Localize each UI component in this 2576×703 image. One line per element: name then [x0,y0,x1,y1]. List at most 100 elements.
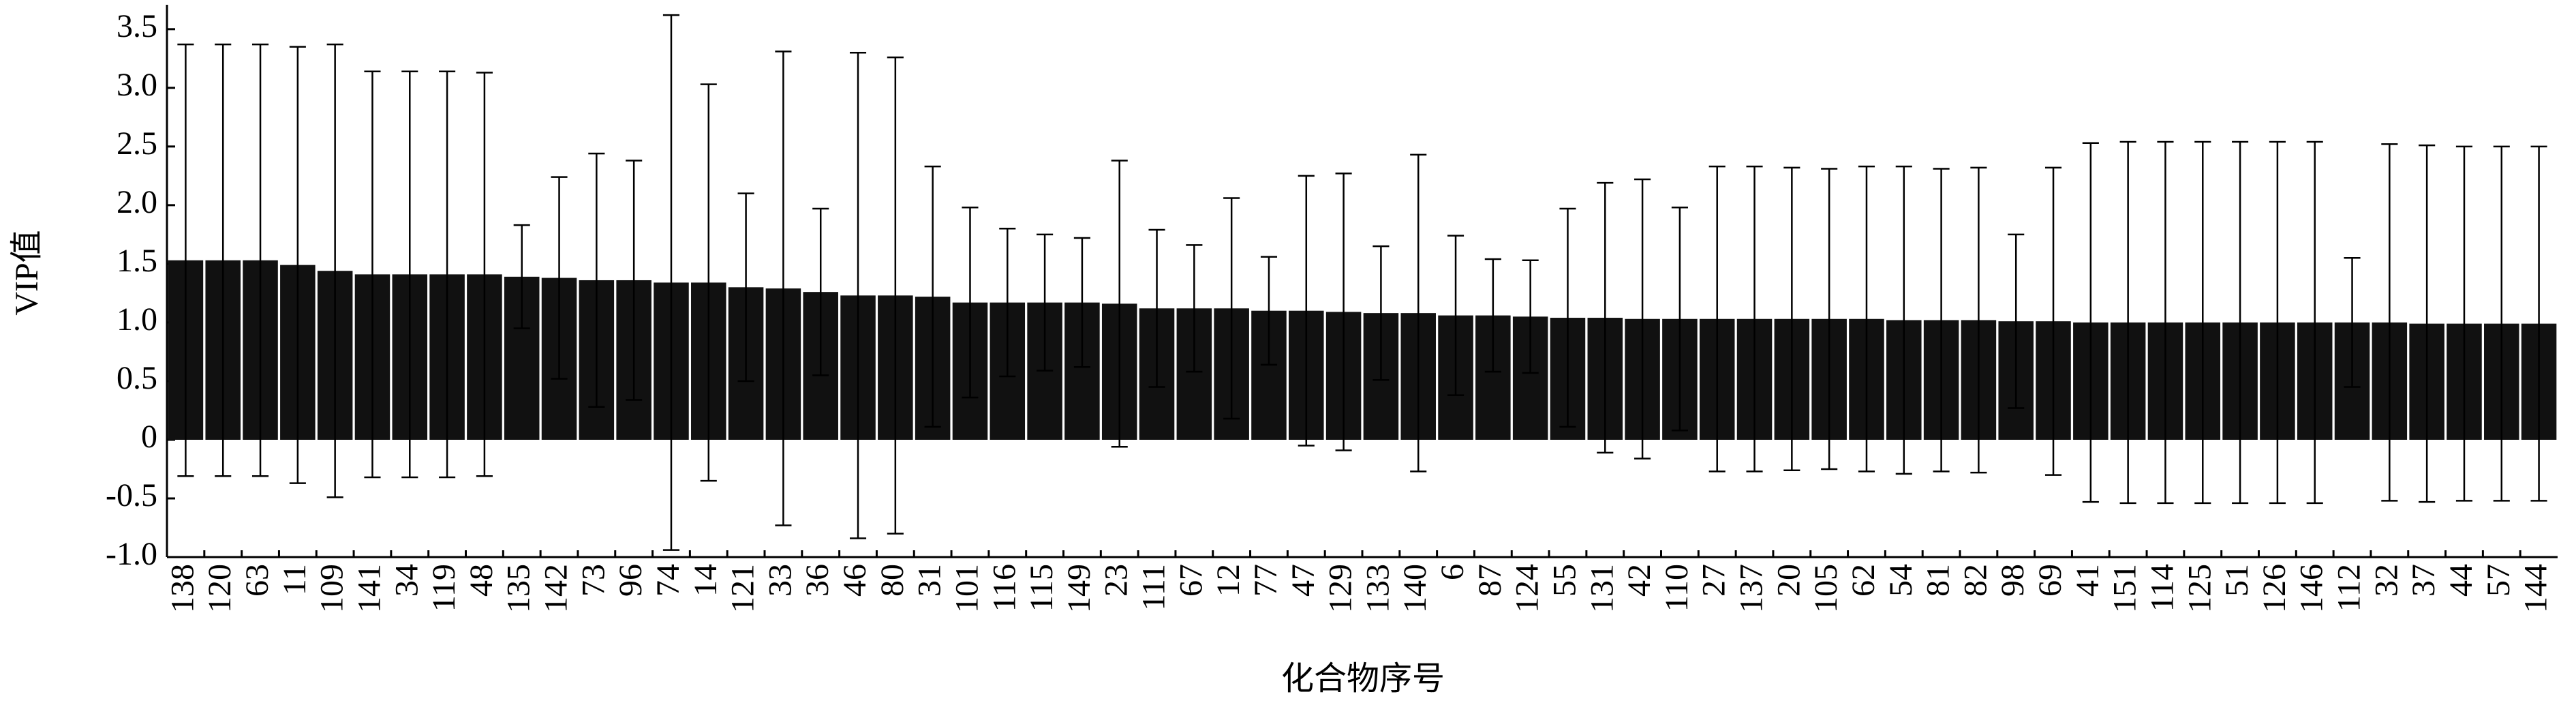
error-bar [2455,145,2473,502]
x-tick-label: 146 [2294,564,2330,613]
x-tick-label: 33 [762,564,798,597]
x-tick-label: 126 [2256,564,2293,613]
x-tick-label: 125 [2181,564,2218,613]
error-bar [289,46,306,484]
y-axis-label: VIP值 [9,230,45,315]
x-tick-label: 69 [2032,564,2068,597]
x-tick-label: 73 [575,564,611,597]
error-bar [2269,140,2286,505]
error-bar [2381,143,2398,502]
error-bar [1597,181,1614,454]
y-tick-label: 1.5 [117,243,157,279]
error-bar [2157,140,2174,505]
x-tick-label: 67 [1173,564,1209,597]
error-bar [2008,233,2025,409]
error-bar [1447,235,1465,396]
x-tick-label: 27 [1696,564,1732,597]
x-tick-label: 112 [2331,564,2367,612]
error-bar [737,192,754,383]
x-tick-label: 119 [426,564,462,612]
y-tick-label: 0.5 [117,360,157,396]
x-tick-label: 131 [1584,564,1620,613]
error-bar [439,70,456,479]
x-tick-label: 20 [1770,564,1807,597]
y-tick-label: -0.5 [106,477,157,513]
x-tick-label: 48 [463,564,500,597]
error-bar [2306,140,2323,505]
error-bar [2530,145,2547,502]
x-tick-label: 82 [1957,564,1993,597]
x-tick-label: 110 [1659,564,1695,612]
error-bar [2232,140,2249,505]
x-tick-label: 14 [688,564,724,597]
x-tick-label: 32 [2368,564,2404,597]
error-bar [551,176,568,380]
x-tick-label: 149 [1061,564,1097,613]
error-bar [1746,165,1763,473]
error-bar [1821,168,1838,470]
error-bar [1186,244,1203,373]
x-tick-label: 151 [2107,564,2143,613]
error-bar [401,70,418,479]
x-tick-label: 129 [1323,564,1359,613]
x-tick-label: 109 [314,564,350,613]
x-tick-label: 121 [725,564,761,613]
x-tick-label: 47 [1285,564,1321,597]
x-tick-label: 54 [1883,564,1919,597]
x-tick-label: 81 [1920,564,1957,597]
x-tick-label: 105 [1808,564,1844,613]
error-bar [2419,144,2436,503]
error-bar [700,83,717,482]
x-tick-label: 140 [1397,564,1433,613]
x-tick-label: 77 [1248,564,1284,597]
x-tick-label: 44 [2443,564,2479,597]
error-bar [1223,197,1240,420]
x-tick-label: 116 [986,564,1022,612]
y-tick-label: 1.0 [117,301,157,338]
error-bar [1484,258,1501,373]
error-bar [513,224,530,329]
x-tick-label: 34 [388,564,425,597]
x-tick-label: 6 [1435,564,1471,580]
error-bar [1335,173,1352,451]
x-tick-label: 11 [277,564,313,595]
error-bar [1895,165,1912,475]
error-bar [1522,259,1539,374]
x-tick-label: 98 [1995,564,2031,597]
error-bar [1373,245,1390,381]
x-tick-label: 87 [1472,564,1508,597]
error-bar [2493,145,2510,502]
x-tick-label: 12 [1210,564,1246,597]
x-tick-label: 63 [239,564,275,597]
x-tick-label: 80 [874,564,910,597]
y-tick-label: 0 [141,419,157,455]
x-tick-label: 133 [1360,564,1396,613]
error-bar [1111,160,1128,448]
x-tick-label: 137 [1734,564,1770,613]
y-tick-label: 2.5 [117,125,157,162]
x-tick-label: 31 [912,564,948,597]
x-tick-label: 114 [2144,564,2180,612]
error-bar [1970,166,1987,474]
x-tick-label: 42 [1621,564,1657,597]
error-bar [364,70,381,479]
x-tick-label: 62 [1845,564,1882,597]
error-bar [1783,166,1800,471]
y-tick-label: 3.0 [117,67,157,103]
x-tick-label: 51 [2219,564,2255,597]
x-tick-label: 138 [164,564,200,613]
error-bar [1260,256,1278,366]
error-bar [812,207,829,376]
error-bar [962,207,979,399]
x-tick-label: 74 [650,564,686,597]
x-axis-label: 化合物序号 [1281,661,1445,697]
x-tick-label: 55 [1546,564,1582,597]
error-bar [2044,166,2062,476]
x-tick-label: 46 [837,564,873,597]
error-bar [1858,165,1875,473]
x-tick-label: 57 [2481,564,2517,597]
error-bar [326,43,343,498]
error-bar [1708,165,1726,473]
error-bar [1148,228,1165,388]
